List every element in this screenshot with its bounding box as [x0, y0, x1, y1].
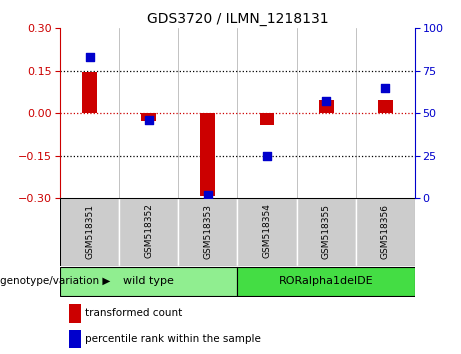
- Point: [86, 55, 93, 60]
- Text: wild type: wild type: [123, 276, 174, 286]
- Point: [322, 98, 330, 104]
- Point: [263, 153, 271, 159]
- Text: genotype/variation ▶: genotype/variation ▶: [0, 276, 110, 286]
- Text: RORalpha1delDE: RORalpha1delDE: [279, 276, 373, 286]
- Bar: [60, 198, 415, 266]
- Bar: [60, 267, 237, 296]
- Text: GSM518353: GSM518353: [203, 204, 213, 259]
- Bar: [178, 198, 237, 266]
- Point: [382, 85, 389, 91]
- Bar: [69, 304, 81, 323]
- Text: GSM518351: GSM518351: [85, 204, 94, 259]
- Bar: [60, 198, 119, 266]
- Title: GDS3720 / ILMN_1218131: GDS3720 / ILMN_1218131: [147, 12, 328, 26]
- Text: GSM518354: GSM518354: [262, 204, 272, 258]
- Bar: [141, 113, 156, 121]
- Point: [204, 192, 212, 198]
- Bar: [296, 198, 356, 266]
- Text: GSM518352: GSM518352: [144, 204, 153, 258]
- Bar: [319, 100, 334, 113]
- Bar: [378, 100, 393, 113]
- Bar: [119, 198, 178, 266]
- Bar: [237, 198, 296, 266]
- Text: GSM518356: GSM518356: [381, 204, 390, 259]
- Bar: [69, 330, 81, 348]
- Bar: [201, 113, 215, 196]
- Text: GSM518355: GSM518355: [322, 204, 331, 259]
- Text: percentile rank within the sample: percentile rank within the sample: [85, 334, 261, 344]
- Bar: [356, 198, 415, 266]
- Bar: [237, 267, 415, 296]
- Point: [145, 117, 152, 123]
- Bar: [82, 72, 97, 113]
- Text: transformed count: transformed count: [85, 308, 183, 318]
- Bar: [260, 113, 274, 125]
